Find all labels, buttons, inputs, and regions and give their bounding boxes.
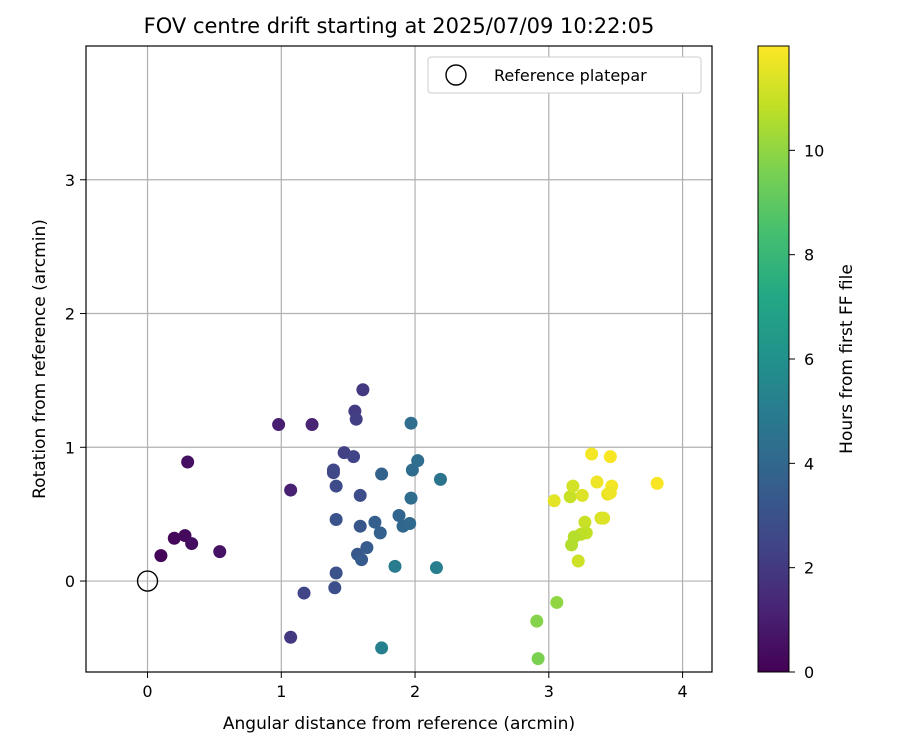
data-point (305, 418, 319, 432)
data-point (550, 595, 564, 609)
y-tick-label: 3 (65, 171, 75, 190)
data-point (429, 561, 443, 575)
data-point (404, 416, 418, 430)
data-point (181, 455, 195, 469)
data-point (355, 553, 369, 567)
data-point (284, 630, 298, 644)
data-point (284, 483, 298, 497)
data-point (575, 488, 589, 502)
data-point (388, 559, 402, 573)
x-tick-label: 4 (677, 682, 687, 701)
data-point (297, 586, 311, 600)
colorbar-tick-label: 8 (804, 246, 814, 265)
data-point (411, 454, 425, 468)
data-point (329, 513, 343, 527)
y-tick-label: 1 (65, 438, 75, 457)
x-tick-label: 3 (544, 682, 554, 701)
data-point (531, 652, 545, 666)
data-point (272, 418, 286, 432)
data-point (353, 519, 367, 533)
data-point (603, 450, 617, 464)
data-point (566, 479, 580, 493)
y-tick-label: 2 (65, 305, 75, 324)
x-axis-ticks: 0 1 2 3 4 (142, 672, 688, 701)
data-point (349, 412, 363, 426)
data-point (404, 491, 418, 505)
data-point (547, 494, 561, 508)
colorbar-tick-label: 2 (804, 559, 814, 578)
data-point (571, 554, 585, 568)
data-point (403, 517, 417, 531)
grid (86, 46, 712, 672)
data-point (347, 450, 361, 464)
colorbar-label: Hours from first FF file (837, 264, 857, 454)
colorbar-ticks: 0 2 4 6 8 10 (789, 141, 824, 682)
data-point (433, 472, 447, 486)
reference-platepar-marker (136, 570, 159, 592)
data-points (154, 383, 664, 666)
plot-frame (85, 45, 713, 673)
y-tick-label: 0 (65, 572, 75, 591)
data-point (603, 486, 617, 500)
data-point (368, 515, 382, 529)
legend-marker (445, 64, 467, 86)
colorbar-tick-label: 0 (804, 663, 814, 682)
data-point (530, 614, 544, 628)
reference-marker-layer (136, 570, 159, 592)
data-point (326, 466, 340, 480)
data-point (590, 475, 604, 489)
data-point (578, 515, 592, 529)
legend: Reference platepar (427, 56, 702, 94)
colorbar: 0 2 4 6 8 10 Hours from first FF file (757, 45, 857, 682)
data-point (167, 531, 181, 545)
data-point (375, 641, 389, 655)
colorbar-tick-label: 6 (804, 350, 814, 369)
data-point (154, 549, 168, 563)
colorbar-gradient (758, 46, 789, 672)
data-point (213, 545, 227, 559)
colorbar-tick-label: 10 (804, 141, 824, 160)
x-tick-label: 2 (410, 682, 420, 701)
data-point (185, 537, 199, 551)
legend-label: Reference platepar (494, 66, 647, 85)
x-tick-label: 1 (276, 682, 286, 701)
legend-box (427, 56, 702, 94)
x-tick-label: 0 (142, 682, 152, 701)
data-point (563, 490, 577, 504)
colorbar-tick-label: 4 (804, 454, 814, 473)
data-point (597, 511, 611, 525)
data-point (329, 566, 343, 580)
data-point (585, 447, 599, 461)
x-axis-label: Angular distance from reference (arcmin) (223, 714, 575, 734)
data-point (650, 476, 664, 490)
data-point (375, 467, 389, 481)
data-point (392, 509, 406, 522)
chart-title: FOV centre drift starting at 2025/07/09 … (144, 14, 655, 38)
data-point (329, 479, 343, 493)
data-point (565, 538, 579, 552)
data-point (373, 526, 387, 540)
data-point (353, 488, 367, 502)
data-point (328, 581, 342, 595)
y-axis-ticks: 0 1 2 3 (65, 171, 86, 591)
y-axis-label: Rotation from reference (arcmin) (30, 219, 50, 499)
data-point (360, 541, 374, 555)
data-point (356, 383, 370, 397)
